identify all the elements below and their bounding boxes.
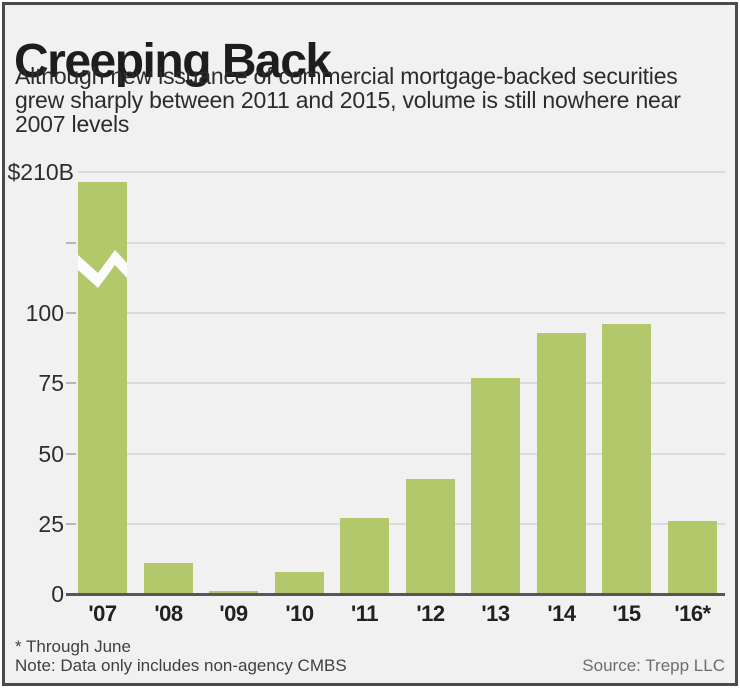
gridline-50 xyxy=(78,453,725,455)
gridline-210 xyxy=(78,171,725,173)
bar-10 xyxy=(275,572,324,594)
chart-title: Creeping Back xyxy=(14,35,332,89)
bar-14 xyxy=(537,333,586,594)
source-credit: Source: Trepp LLC xyxy=(582,656,725,675)
y-tick-125 xyxy=(66,242,76,244)
y-axis-label-75: 75 xyxy=(38,370,64,396)
y-axis-label-25: 25 xyxy=(38,511,64,537)
x-axis-label-11: '11 xyxy=(351,601,379,626)
bar-08 xyxy=(144,563,193,594)
y-axis-label-0: 0 xyxy=(51,581,64,607)
bar-12 xyxy=(406,479,455,594)
gridline-25 xyxy=(78,523,725,525)
x-axis-label-13: '13 xyxy=(481,601,510,626)
y-axis-label-210B: $210B xyxy=(7,159,74,185)
subtitle-line-2: grew sharply between 2011 and 2015, volu… xyxy=(15,87,681,113)
x-axis-label-14: '14 xyxy=(547,601,576,626)
x-axis-label-08: '08 xyxy=(154,601,183,626)
x-axis-label-10: '10 xyxy=(285,601,314,626)
y-tick-25 xyxy=(66,523,76,525)
subtitle-line-3: 2007 levels xyxy=(15,111,130,137)
subtitle-line-1: Although new issuance of commercial mort… xyxy=(15,63,678,89)
x-axis-baseline xyxy=(66,593,725,596)
y-axis-label-50: 50 xyxy=(38,441,64,467)
x-axis-label-15: '15 xyxy=(612,601,641,626)
footnote-through-june: * Through June xyxy=(15,637,131,656)
bar-11 xyxy=(340,518,389,594)
bar-07 xyxy=(78,182,127,594)
y-axis-label-100: 100 xyxy=(25,300,64,326)
y-tick-50 xyxy=(66,453,76,455)
gridline-75 xyxy=(78,382,725,384)
footnote-non-agency: Note: Data only includes non-agency CMBS xyxy=(15,656,347,675)
bar-13 xyxy=(471,378,520,594)
bar-09 xyxy=(209,591,258,594)
axis-break-zigzag xyxy=(78,250,127,288)
gridline-125 xyxy=(78,242,725,244)
gridline-100 xyxy=(78,312,725,314)
bar-16 xyxy=(668,521,717,594)
bar-15 xyxy=(602,324,651,594)
y-tick-100 xyxy=(66,312,76,314)
y-tick-75 xyxy=(66,382,76,384)
x-axis-label-07: '07 xyxy=(88,601,117,626)
chart-subtitle: Although new issuance of commercial mort… xyxy=(15,64,681,136)
x-axis-label-12: '12 xyxy=(416,601,445,626)
x-axis-label-16: '16* xyxy=(674,601,711,626)
x-axis-label-09: '09 xyxy=(219,601,248,626)
